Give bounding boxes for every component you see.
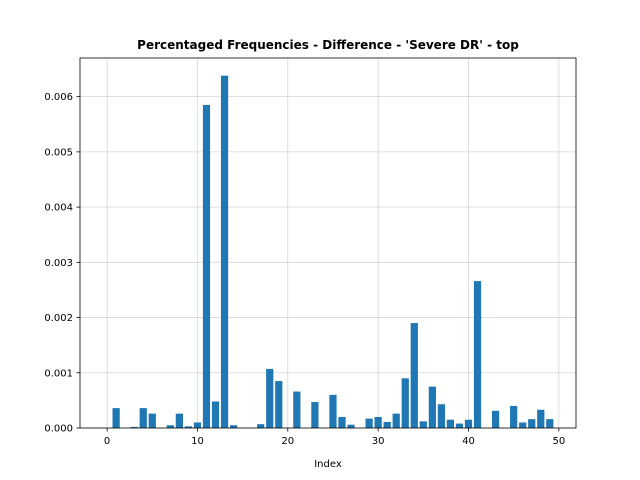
bar [410, 323, 418, 428]
bar [365, 418, 373, 428]
bar [392, 413, 400, 428]
bar [338, 416, 346, 428]
bar [510, 405, 518, 428]
y-tick-label: 0.002 [44, 313, 73, 324]
bar [383, 421, 391, 428]
bar [275, 381, 283, 428]
y-axis: 0.000 0.001 0.002 0.003 0.004 0.005 0.006 [44, 92, 80, 435]
plot-frame [79, 57, 577, 429]
bar [112, 408, 120, 428]
bar [546, 419, 554, 428]
bar [473, 281, 482, 428]
x-tick-label: 10 [191, 436, 204, 447]
bar [537, 409, 545, 428]
bar [257, 424, 265, 428]
bar [220, 75, 229, 429]
bar [175, 413, 183, 428]
bar [311, 402, 319, 428]
x-tick-label: 50 [552, 436, 565, 447]
bar [193, 422, 202, 428]
bar [211, 401, 220, 428]
x-axis-label: Index [314, 459, 342, 470]
bar [148, 413, 156, 428]
bar [428, 386, 436, 428]
bar [401, 378, 409, 428]
bar [464, 419, 473, 428]
bar [419, 421, 427, 428]
bar [528, 419, 536, 428]
bar [491, 410, 500, 428]
bar [519, 422, 527, 428]
y-tick-label: 0.004 [44, 203, 73, 214]
grid [80, 58, 576, 429]
chart-title: Percentaged Frequencies - Difference - '… [137, 38, 519, 52]
bar [446, 419, 455, 428]
x-tick-label: 0 [104, 436, 110, 447]
bar [266, 368, 274, 428]
bar [329, 394, 337, 428]
bar [374, 416, 382, 428]
bar [229, 425, 238, 428]
bars [112, 75, 554, 429]
y-tick-label: 0.000 [44, 424, 73, 435]
x-tick-label: 40 [462, 436, 475, 447]
bar [437, 404, 445, 428]
bar [166, 425, 174, 428]
bar [202, 104, 211, 428]
bar [184, 426, 193, 428]
x-tick-label: 20 [281, 436, 294, 447]
x-axis: 0 10 20 30 40 50 [104, 428, 565, 447]
y-tick-label: 0.006 [44, 92, 73, 103]
x-tick-label: 30 [372, 436, 385, 447]
bar [347, 424, 355, 428]
bar [139, 408, 147, 428]
bar [293, 391, 301, 428]
y-tick-label: 0.001 [44, 368, 73, 379]
bar [130, 426, 138, 428]
y-tick-label: 0.005 [44, 147, 73, 158]
bar [455, 423, 464, 428]
y-tick-label: 0.003 [44, 258, 73, 269]
